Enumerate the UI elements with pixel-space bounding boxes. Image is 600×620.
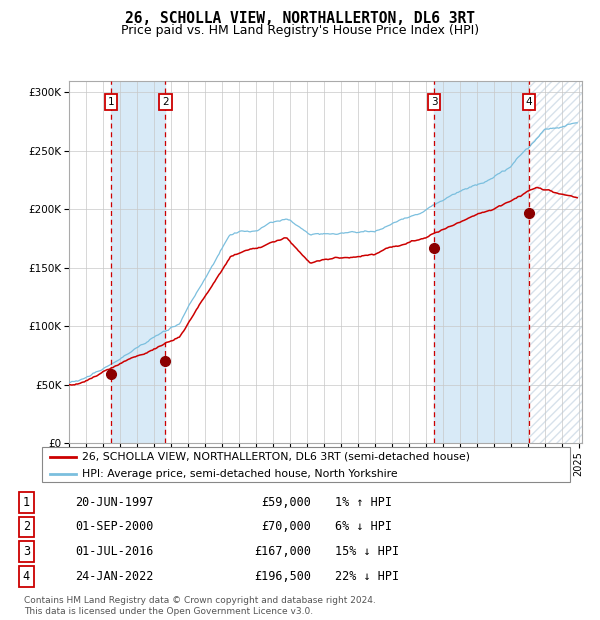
Text: 4: 4	[526, 97, 532, 107]
Text: 2: 2	[162, 97, 169, 107]
Text: 24-JAN-2022: 24-JAN-2022	[76, 570, 154, 583]
Text: 26, SCHOLLA VIEW, NORTHALLERTON, DL6 3RT (semi-detached house): 26, SCHOLLA VIEW, NORTHALLERTON, DL6 3RT…	[82, 451, 470, 461]
Text: 01-JUL-2016: 01-JUL-2016	[76, 545, 154, 558]
Text: 22% ↓ HPI: 22% ↓ HPI	[335, 570, 398, 583]
Text: HPI: Average price, semi-detached house, North Yorkshire: HPI: Average price, semi-detached house,…	[82, 469, 397, 479]
Text: Contains HM Land Registry data © Crown copyright and database right 2024.
This d: Contains HM Land Registry data © Crown c…	[24, 596, 376, 616]
Text: 1% ↑ HPI: 1% ↑ HPI	[335, 496, 392, 509]
Bar	[434, 81, 529, 443]
Text: 1: 1	[107, 97, 114, 107]
Text: £196,500: £196,500	[254, 570, 311, 583]
Text: 6% ↓ HPI: 6% ↓ HPI	[335, 521, 392, 533]
Text: 15% ↓ HPI: 15% ↓ HPI	[335, 545, 398, 558]
FancyBboxPatch shape	[42, 447, 570, 482]
Text: 26, SCHOLLA VIEW, NORTHALLERTON, DL6 3RT: 26, SCHOLLA VIEW, NORTHALLERTON, DL6 3RT	[125, 11, 475, 26]
Text: 20-JUN-1997: 20-JUN-1997	[76, 496, 154, 509]
Bar	[111, 81, 166, 443]
Text: 4: 4	[23, 570, 30, 583]
Text: 1: 1	[23, 496, 30, 509]
Text: £59,000: £59,000	[262, 496, 311, 509]
Text: £167,000: £167,000	[254, 545, 311, 558]
Text: 01-SEP-2000: 01-SEP-2000	[76, 521, 154, 533]
Text: 3: 3	[23, 545, 30, 558]
Text: 3: 3	[431, 97, 437, 107]
Bar	[529, 81, 582, 443]
Text: £70,000: £70,000	[262, 521, 311, 533]
Text: 2: 2	[23, 521, 30, 533]
Text: Price paid vs. HM Land Registry's House Price Index (HPI): Price paid vs. HM Land Registry's House …	[121, 24, 479, 37]
Bar	[529, 81, 582, 443]
